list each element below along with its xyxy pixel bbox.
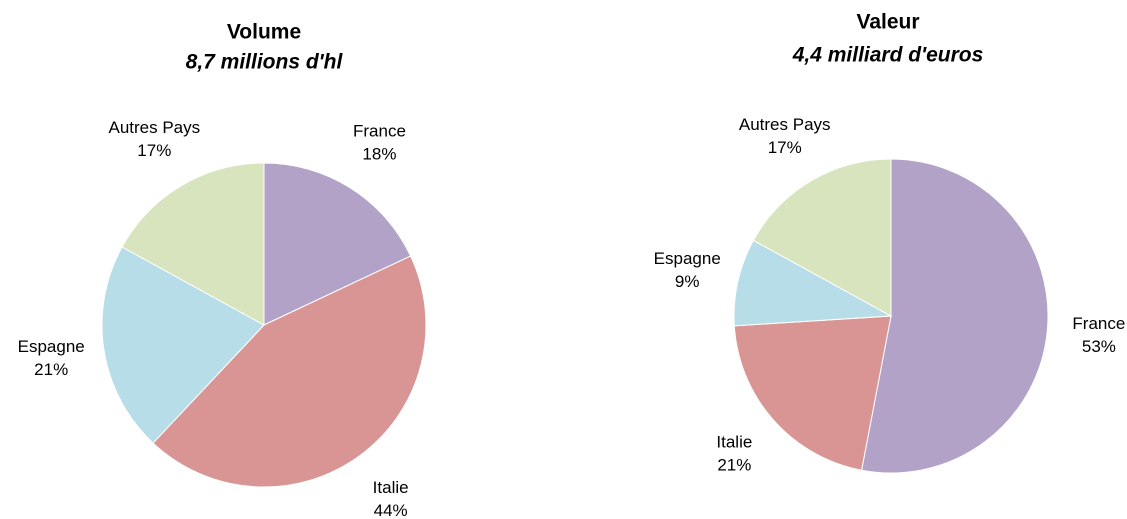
- pie-slice: [152, 255, 427, 488]
- slice-value-label: 21%: [717, 456, 751, 475]
- slice-value-label: 53%: [1082, 337, 1116, 356]
- slice-value-label: 21%: [34, 360, 68, 379]
- pie-slice: [101, 246, 265, 444]
- slice-value-label: 17%: [768, 138, 802, 157]
- slice-value-label: 9%: [675, 272, 700, 291]
- pie-slice: [263, 162, 412, 326]
- chart-title: Volume: [227, 21, 301, 44]
- pie-slice: [752, 158, 892, 317]
- slice-label: Espagne: [18, 337, 85, 356]
- slice-label: Autres Pays: [108, 118, 200, 137]
- slice-label: France: [353, 122, 406, 141]
- pie-slice: [733, 239, 893, 327]
- slice-label: Italie: [716, 433, 752, 452]
- chart-title: Valeur: [856, 11, 919, 34]
- slice-label: Italie: [373, 478, 409, 497]
- chart-subtitle: 8,7 millions d'hl: [186, 51, 344, 74]
- chart-subtitle: 4,4 milliard d'euros: [792, 44, 984, 67]
- slice-label: Autres Pays: [739, 115, 831, 134]
- slice-value-label: 17%: [137, 141, 171, 160]
- slice-value-label: 18%: [362, 145, 396, 164]
- pie-slice: [121, 162, 265, 326]
- slice-label: France: [1072, 314, 1125, 333]
- pie-slice: [733, 315, 892, 471]
- slice-label: Espagne: [654, 249, 721, 268]
- slice-value-label: 44%: [374, 501, 408, 519]
- pie-slice: [860, 158, 1049, 474]
